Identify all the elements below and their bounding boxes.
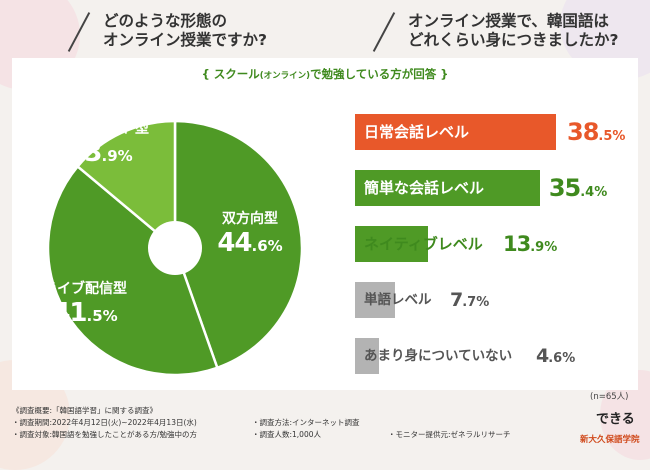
bar-value-native: 13.9%: [503, 232, 558, 256]
bar-daily-conversation: [355, 114, 556, 150]
pie-value-interactive: 44.6%: [217, 228, 283, 258]
pie-slice-interactive: [173, 119, 304, 370]
subtitle-prefix: { スクール: [201, 67, 260, 81]
footer-period: ・調査期間:2022年4月12日(火)~2022年4月13日(水): [12, 418, 197, 427]
respondent-subtitle: { スクール(オンライン)で勉強している方が回答 }: [0, 66, 650, 82]
pie-center-hole: [148, 221, 202, 275]
pie-chart: [46, 119, 304, 377]
footer-count: ・調査人数:1,000人: [252, 430, 321, 439]
pie-label-on-demand: オンデマンド型 13.9%: [38, 122, 162, 166]
school-logo-name: 新大久保語学院: [580, 435, 640, 445]
right-question-title: オンライン授業で、韓国語は どれくらい身につきましたか?: [408, 12, 619, 49]
pie-label-interactive: 双方向型 44.6%: [212, 212, 288, 256]
bar-value-not-much: 4.6%: [536, 345, 576, 367]
sample-size-note: (n=65人): [590, 392, 629, 402]
subtitle-suffix: で勉強している方が回答 }: [310, 67, 449, 81]
pie-slice-on-demand: [75, 119, 177, 251]
pie-value-live: 41.5%: [52, 298, 118, 328]
footer-target: ・調査対象:韓国語を勉強したことがある方/勉強中の方: [12, 430, 198, 439]
bar-label-word: 単語レベル: [364, 292, 432, 308]
bar-value-daily-conversation: 38.5%: [567, 118, 626, 146]
footer-overview: 《調査概要:「韓国語学習」に関する調査》: [12, 406, 158, 415]
bar-label-native: ネイティブレベル: [364, 235, 483, 253]
bar-simple-conversation: [355, 170, 540, 206]
bar-value-simple-conversation: 35.4%: [548, 174, 608, 202]
school-logo-mark: できる: [596, 412, 635, 427]
pie-label-live-name: ライブ配信型: [43, 281, 127, 297]
bar-word: [355, 282, 396, 318]
bar-native: [355, 226, 428, 262]
pie-label-live: ライブ配信型 41.5%: [30, 282, 140, 326]
bar-label-not-much: あまり身についていない: [364, 348, 513, 364]
bar-label-simple-conversation: 簡単な会話レベル: [364, 179, 485, 197]
subtitle-paren: (オンライン): [259, 71, 311, 81]
pie-label-on-demand-name: オンデマンド型: [51, 121, 149, 137]
left-question-title: どのような形態の オンライン授業ですか?: [103, 12, 267, 49]
pie-slice-live: [46, 164, 219, 377]
footer-provider: ・モニター提供元:ゼネラルリサーチ: [388, 430, 511, 439]
bar-label-daily-conversation: 日常会話レベル: [364, 123, 470, 141]
bar-not-much: [355, 338, 379, 374]
footer-method: ・調査方法:インターネット調査: [252, 418, 360, 427]
pie-label-interactive-name: 双方向型: [222, 211, 278, 227]
pie-value-on-demand: 13.9%: [67, 138, 133, 168]
bar-value-word: 7.7%: [450, 289, 490, 311]
